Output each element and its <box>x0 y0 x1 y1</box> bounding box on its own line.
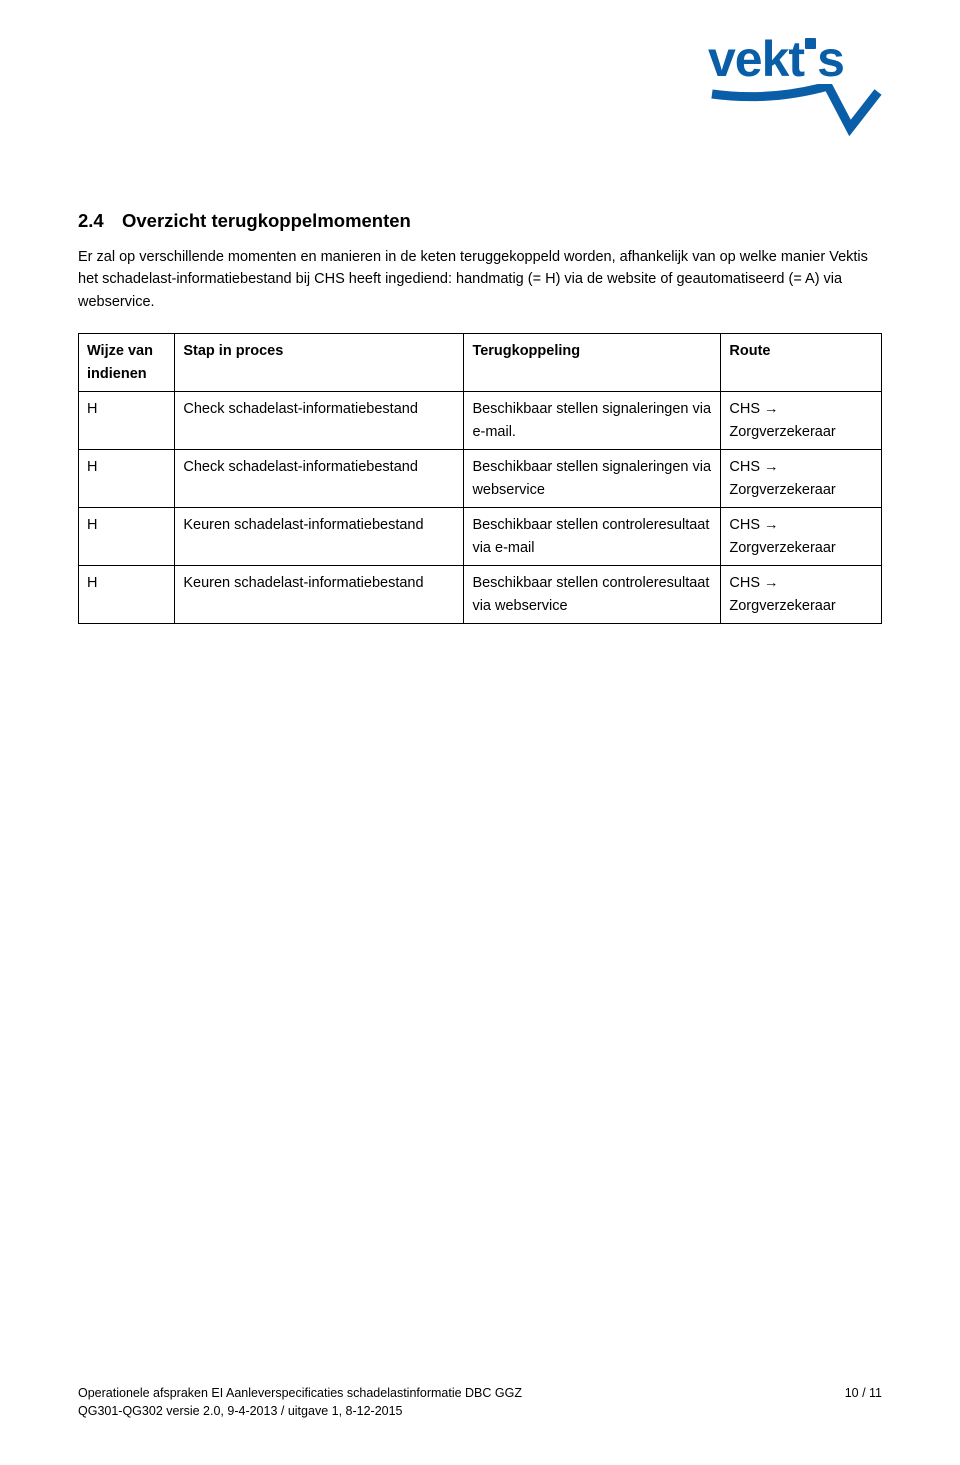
route-post: Zorgverzekeraar <box>729 598 835 614</box>
cell-terug: Beschikbaar stellen signaleringen via e-… <box>464 392 721 450</box>
route-pre: CHS <box>729 517 764 533</box>
cell-wijze: H <box>79 508 175 566</box>
table-row: H Check schadelast-informatiebestand Bes… <box>79 450 882 508</box>
cell-terug: Beschikbaar stellen controleresultaat vi… <box>464 508 721 566</box>
footer-page-number: 10 / 11 <box>845 1384 882 1403</box>
section-paragraph: Er zal op verschillende momenten en mani… <box>78 246 882 313</box>
logo-letter: s <box>817 30 844 88</box>
table-header-row: Wijze van indienen Stap in proces Terugk… <box>79 334 882 392</box>
route-post: Zorgverzekeraar <box>729 424 835 440</box>
document-page: vekts 2.4Overzicht terugkoppelmomenten E… <box>0 0 960 1465</box>
cell-stap: Check schadelast-informatiebestand <box>175 450 464 508</box>
overview-table: Wijze van indienen Stap in proces Terugk… <box>78 333 882 624</box>
table-row: H Keuren schadelast-informatiebestand Be… <box>79 566 882 624</box>
route-pre: CHS <box>729 401 764 417</box>
page-footer: Operationele afspraken EI Aanleverspecif… <box>78 1384 882 1422</box>
arrow-right-icon: → <box>764 517 779 533</box>
brand-logo-text: vekts <box>708 30 882 88</box>
route-pre: CHS <box>729 459 764 475</box>
cell-route: CHS → Zorgverzekeraar <box>721 508 882 566</box>
table-header-stap: Stap in proces <box>175 334 464 392</box>
footer-version: QG301-QG302 versie 2.0, 9-4-2013 / uitga… <box>78 1402 882 1421</box>
arrow-right-icon: → <box>764 401 779 417</box>
logo-letter: vekt <box>708 30 804 88</box>
route-post: Zorgverzekeraar <box>729 540 835 556</box>
cell-wijze: H <box>79 392 175 450</box>
cell-wijze: H <box>79 450 175 508</box>
logo-swoosh-icon <box>710 84 882 140</box>
section-number: 2.4 <box>78 210 122 232</box>
route-pre: CHS <box>729 575 764 591</box>
brand-logo: vekts <box>708 30 882 140</box>
table-row: H Check schadelast-informatiebestand Bes… <box>79 392 882 450</box>
arrow-right-icon: → <box>764 575 779 591</box>
cell-route: CHS → Zorgverzekeraar <box>721 450 882 508</box>
route-post: Zorgverzekeraar <box>729 482 835 498</box>
cell-stap: Check schadelast-informatiebestand <box>175 392 464 450</box>
table-row: H Keuren schadelast-informatiebestand Be… <box>79 508 882 566</box>
cell-route: CHS → Zorgverzekeraar <box>721 566 882 624</box>
table-header-wijze: Wijze van indienen <box>79 334 175 392</box>
section-title: Overzicht terugkoppelmomenten <box>122 210 411 231</box>
cell-terug: Beschikbaar stellen controleresultaat vi… <box>464 566 721 624</box>
section-heading: 2.4Overzicht terugkoppelmomenten <box>78 210 882 232</box>
footer-title: Operationele afspraken EI Aanleverspecif… <box>78 1384 522 1403</box>
logo-dot-icon <box>805 38 816 49</box>
table-header-terug: Terugkoppeling <box>464 334 721 392</box>
footer-row-1: Operationele afspraken EI Aanleverspecif… <box>78 1384 882 1403</box>
table-header-route: Route <box>721 334 882 392</box>
cell-wijze: H <box>79 566 175 624</box>
cell-stap: Keuren schadelast-informatiebestand <box>175 566 464 624</box>
cell-terug: Beschikbaar stellen signaleringen via we… <box>464 450 721 508</box>
cell-route: CHS → Zorgverzekeraar <box>721 392 882 450</box>
cell-stap: Keuren schadelast-informatiebestand <box>175 508 464 566</box>
arrow-right-icon: → <box>764 459 779 475</box>
